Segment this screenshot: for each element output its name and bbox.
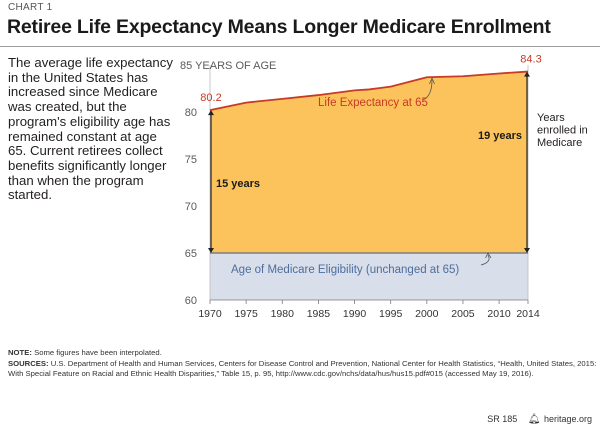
eligibility-band xyxy=(210,253,528,300)
side-label-line: enrolled in xyxy=(537,125,588,137)
side-label-line: Years xyxy=(537,112,565,124)
eligibility-label-pointer-head xyxy=(485,252,492,259)
note-text: Some figures have been interpolated. xyxy=(34,348,162,357)
start-span-label: 15 years xyxy=(216,178,260,190)
x-tick-label: 2005 xyxy=(451,308,475,320)
x-tick-label: 2014 xyxy=(516,308,540,320)
y-tick-label: 75 xyxy=(185,154,197,166)
series-label: Life Expectancy at 65 xyxy=(318,97,428,109)
note-heading: NOTE: xyxy=(8,348,32,357)
y-tick-label: 60 xyxy=(185,295,197,307)
heritage-bell-icon: 🔔︎ xyxy=(527,414,541,425)
report-id: SR 185 xyxy=(487,414,518,424)
x-tick-label: 2000 xyxy=(415,308,439,320)
medicare-years-area xyxy=(210,71,528,253)
start-span-arrow-head-top xyxy=(208,110,214,116)
x-tick-label: 1985 xyxy=(307,308,331,320)
eligibility-label-pointer xyxy=(480,254,490,266)
x-tick-label: 1990 xyxy=(343,308,367,320)
sources-heading: SOURCES: xyxy=(8,358,49,368)
start-value-label: 80.2 xyxy=(200,92,221,104)
title-divider xyxy=(0,46,600,47)
end-value-label: 84.3 xyxy=(520,54,541,66)
y-tick-label: 65 xyxy=(185,248,197,260)
chart-title: Retiree Life Expectancy Means Longer Med… xyxy=(7,16,551,38)
x-tick-label: 1995 xyxy=(379,308,403,320)
notes-block: NOTE: Some figures have been interpolate… xyxy=(8,348,598,380)
series-label-pointer-head xyxy=(429,76,435,85)
start-span-arrow-head-bottom xyxy=(208,248,214,253)
y-tick-label: 80 xyxy=(185,107,197,119)
chart-axes-layer xyxy=(209,65,529,304)
end-span-arrow-head-bottom xyxy=(524,248,530,253)
chart-text-layer: 60 65 70 75 80 85 YEARS OF AGE 1970 1975 1980 198… xyxy=(180,54,588,320)
sources-text: U.S. Department of Health and Human Serv… xyxy=(8,358,597,379)
sources-line: SOURCES: U.S. Department of Health and H… xyxy=(8,359,598,380)
series-label-pointer xyxy=(422,79,433,101)
y-tick-label: 70 xyxy=(185,201,197,213)
footer: SR 185 🔔︎ heritage.org xyxy=(487,414,592,425)
life-expectancy-line xyxy=(209,70,529,112)
x-tick-label: 1980 xyxy=(271,308,295,320)
eligibility-label: Age of Medicare Eligibility (unchanged a… xyxy=(231,264,459,276)
note-line: NOTE: Some figures have been interpolate… xyxy=(8,348,598,359)
end-span-label: 19 years xyxy=(478,130,522,142)
chart-fill-layer xyxy=(210,71,528,300)
x-tick-label: 2010 xyxy=(487,308,511,320)
chart-number-label: CHART 1 xyxy=(8,2,53,13)
chart-marks-layer xyxy=(208,70,530,266)
y-tick-label-top: 85 YEARS OF AGE xyxy=(180,60,276,72)
side-label-line: Medicare xyxy=(537,137,582,149)
side-label: Years enrolled in Medicare xyxy=(537,112,588,149)
start-span-arrow xyxy=(208,110,214,253)
site-name: heritage.org xyxy=(543,414,592,424)
end-span-arrow xyxy=(524,71,530,253)
end-span-arrow-head-top xyxy=(524,71,530,77)
x-tick-label: 1975 xyxy=(234,308,258,320)
x-tick-label: 1970 xyxy=(198,308,222,320)
intro-paragraph: The average life expectancy in the Unite… xyxy=(8,55,173,203)
